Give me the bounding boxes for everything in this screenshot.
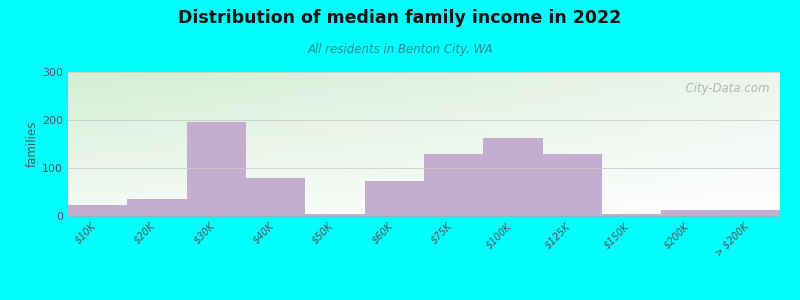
- Text: Distribution of median family income in 2022: Distribution of median family income in …: [178, 9, 622, 27]
- Bar: [662, 210, 721, 216]
- Bar: [306, 214, 365, 216]
- Bar: [483, 138, 542, 216]
- Bar: [602, 214, 662, 216]
- Bar: [721, 210, 780, 216]
- Y-axis label: families: families: [26, 121, 39, 167]
- Bar: [246, 178, 306, 216]
- Bar: [127, 199, 186, 216]
- Bar: [186, 122, 246, 216]
- Text: All residents in Benton City, WA: All residents in Benton City, WA: [307, 44, 493, 56]
- Bar: [542, 154, 602, 216]
- Text: City-Data.com: City-Data.com: [678, 82, 770, 95]
- Bar: [424, 154, 483, 216]
- Bar: [68, 206, 127, 216]
- Bar: [365, 182, 424, 216]
